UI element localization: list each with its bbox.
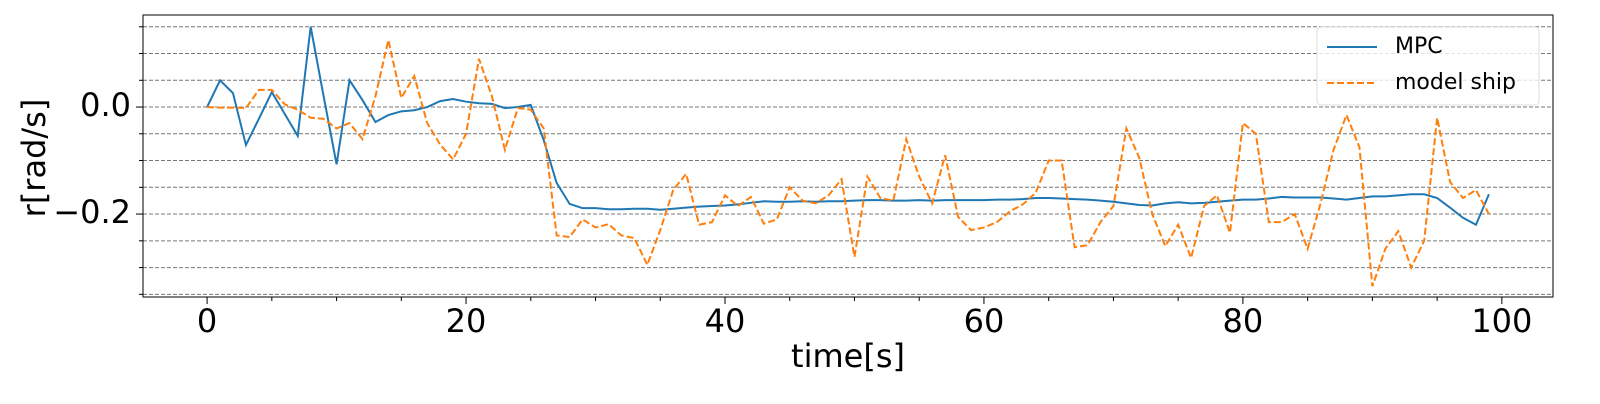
y-tick-label: 0.0 bbox=[80, 86, 131, 124]
legend-label: model ship bbox=[1395, 70, 1516, 95]
plot-frame bbox=[142, 14, 1554, 298]
x-tick-label: 40 bbox=[705, 302, 746, 340]
x-tick-label: 0 bbox=[197, 302, 217, 340]
x-axis-label: time[s] bbox=[791, 337, 905, 375]
x-tick-label: 80 bbox=[1223, 302, 1264, 340]
x-tick-label: 20 bbox=[446, 302, 487, 340]
y-tick-label: −0.2 bbox=[53, 193, 131, 231]
data-line bbox=[207, 39, 1490, 287]
legend-label: MPC bbox=[1395, 34, 1443, 59]
data-line bbox=[206, 26, 1490, 227]
x-tick-label: 60 bbox=[964, 302, 1005, 340]
x-tick-label: 100 bbox=[1471, 302, 1532, 340]
y-axis-label: r[rad/s] bbox=[15, 99, 53, 218]
